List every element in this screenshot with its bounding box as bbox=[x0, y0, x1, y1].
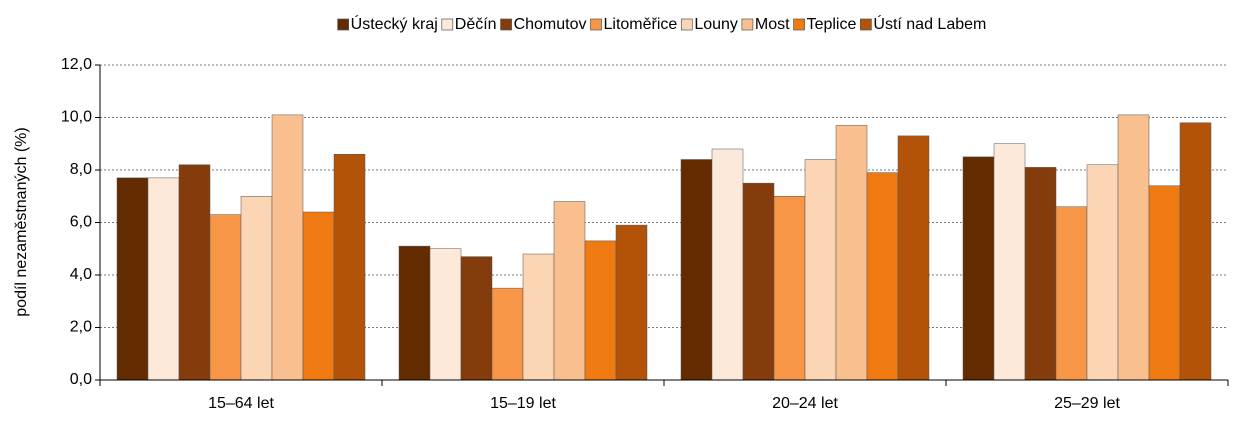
bar bbox=[240, 196, 273, 381]
bar bbox=[271, 114, 304, 381]
x-tick-label: 25–29 let bbox=[1054, 395, 1120, 412]
bar bbox=[1179, 122, 1212, 381]
legend-label: Děčín bbox=[455, 16, 497, 33]
bar bbox=[711, 148, 744, 381]
legend-label: Most bbox=[755, 16, 790, 33]
bar bbox=[429, 248, 462, 381]
bar bbox=[1055, 206, 1088, 381]
legend-swatch bbox=[500, 18, 512, 31]
bar bbox=[553, 201, 586, 381]
legend-label: Ústí nad Labem bbox=[873, 14, 986, 33]
y-tick-label: 0,0 bbox=[70, 371, 92, 388]
bar bbox=[584, 240, 617, 381]
bar bbox=[1024, 167, 1057, 381]
y-tick-label: 8,0 bbox=[70, 161, 92, 178]
y-tick-label: 12,0 bbox=[61, 56, 92, 73]
legend: Ústecký kraj Děčín Chomutov Litoměřice Louny… bbox=[337, 14, 986, 33]
bar bbox=[835, 125, 868, 381]
bar bbox=[460, 256, 493, 381]
bar bbox=[897, 135, 930, 381]
legend-label: Ústecký kraj bbox=[351, 14, 438, 33]
bar bbox=[1086, 164, 1119, 381]
bar bbox=[804, 159, 837, 381]
legend-swatch bbox=[741, 18, 754, 31]
y-tick-label: 6,0 bbox=[70, 214, 92, 231]
bar bbox=[302, 211, 335, 381]
y-tick-label: 4,0 bbox=[70, 266, 92, 283]
y-axis-label: podíl nezaměstnaných (%) bbox=[13, 127, 30, 316]
legend-label: Louny bbox=[694, 16, 738, 33]
bar bbox=[866, 172, 899, 381]
bar bbox=[116, 177, 149, 381]
bar bbox=[773, 196, 806, 381]
legend-swatch bbox=[441, 18, 454, 31]
bar bbox=[993, 143, 1026, 381]
bar bbox=[491, 287, 524, 381]
bar bbox=[398, 245, 431, 381]
x-tick-label: 15–64 let bbox=[208, 395, 274, 412]
x-tick-label: 20–24 let bbox=[772, 395, 838, 412]
legend-label: Chomutov bbox=[514, 16, 587, 33]
bar bbox=[962, 156, 995, 381]
legend-label: Teplice bbox=[807, 16, 857, 33]
x-tick-label: 15–19 let bbox=[490, 395, 556, 412]
bar bbox=[333, 154, 366, 381]
bar bbox=[522, 253, 555, 381]
y-tick-label: 2,0 bbox=[70, 319, 92, 336]
bar bbox=[615, 224, 648, 381]
bar bbox=[209, 214, 242, 381]
legend-label: Litoměřice bbox=[604, 16, 678, 33]
legend-swatch bbox=[590, 18, 602, 31]
legend-swatch bbox=[680, 18, 693, 31]
bar bbox=[1117, 114, 1150, 381]
bar bbox=[742, 182, 775, 381]
y-tick-label: 10,0 bbox=[61, 109, 92, 126]
legend-swatch bbox=[337, 18, 350, 31]
bar bbox=[680, 159, 713, 381]
legend-swatch bbox=[793, 18, 805, 31]
bar bbox=[1148, 185, 1181, 381]
legend-swatch bbox=[860, 18, 872, 31]
bar bbox=[178, 164, 211, 381]
bar bbox=[147, 177, 180, 381]
